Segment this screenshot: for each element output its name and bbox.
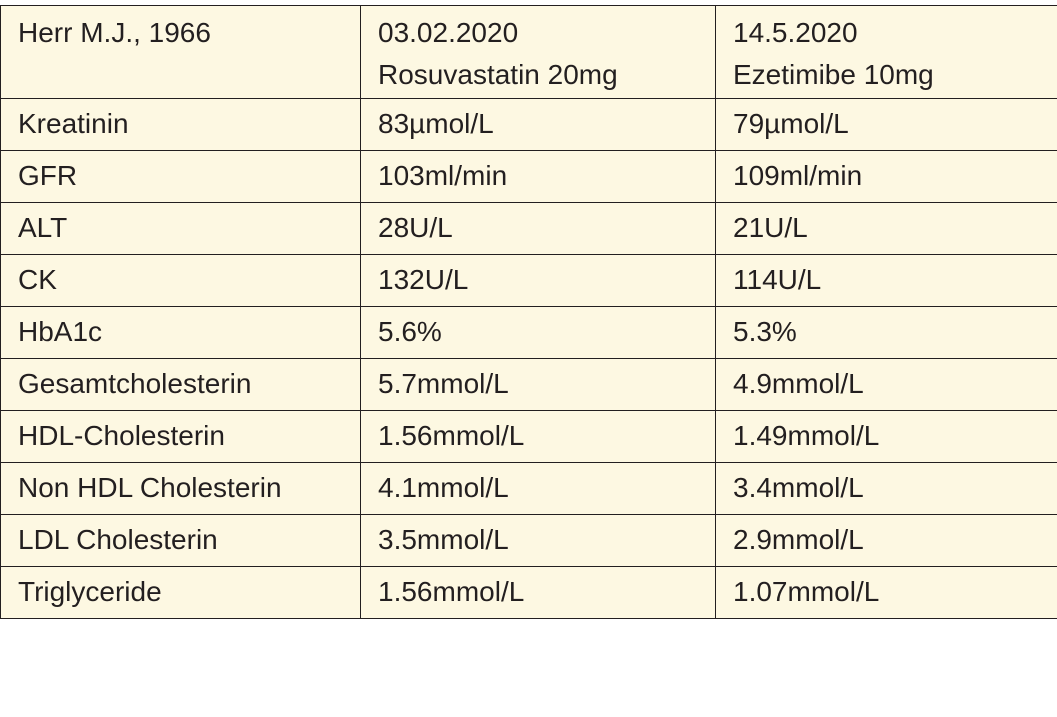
value: 79µmol/L [715, 98, 1057, 151]
date: 03.02.2020 [378, 17, 519, 48]
parameter: HDL-Cholesterin [0, 410, 361, 463]
value: 103ml/min [360, 150, 716, 203]
value: 5.6% [360, 306, 716, 359]
value: 5.7mmol/L [360, 358, 716, 411]
row: GFR 103ml/min 109ml/min [0, 150, 1057, 203]
parameter: Kreatinin [0, 98, 361, 151]
header-cell: 03.02.2020 Rosuvastatin 20mg [360, 5, 716, 99]
parameter: Non HDL Cholesterin [0, 462, 361, 515]
value: 114U/L [715, 254, 1057, 307]
value: 4.1mmol/L [360, 462, 716, 515]
parameter: HbA1c [0, 306, 361, 359]
row: Kreatinin 83µmol/L 79µmol/L [0, 98, 1057, 151]
therapy: Rosuvastatin 20mg [378, 59, 618, 90]
row: HDL-Cholesterin 1.56mmol/L 1.49mmol/L [0, 410, 1057, 463]
value: 83µmol/L [360, 98, 716, 151]
value: 3.4mmol/L [715, 462, 1057, 515]
parameter: ALT [0, 202, 361, 255]
parameter: LDL Cholesterin [0, 514, 361, 567]
row: LDL Cholesterin 3.5mmol/L 2.9mmol/L [0, 514, 1057, 567]
date: 14.5.2020 [733, 17, 858, 48]
value: 132U/L [360, 254, 716, 307]
value: 21U/L [715, 202, 1057, 255]
therapy: Ezetimibe 10mg [733, 59, 934, 90]
header-cell: 14.5.2020 Ezetimibe 10mg [715, 5, 1057, 99]
value: 109ml/min [715, 150, 1057, 203]
value: 1.49mmol/L [715, 410, 1057, 463]
parameter: Gesamtcholesterin [0, 358, 361, 411]
value: 1.56mmol/L [360, 566, 716, 619]
parameter: CK [0, 254, 361, 307]
row: ALT 28U/L 21U/L [0, 202, 1057, 255]
value: 28U/L [360, 202, 716, 255]
parameter: Triglyceride [0, 566, 361, 619]
value: 4.9mmol/L [715, 358, 1057, 411]
row: HbA1c 5.6% 5.3% [0, 306, 1057, 359]
value: 1.07mmol/L [715, 566, 1057, 619]
parameter: GFR [0, 150, 361, 203]
row: Gesamtcholesterin 5.7mmol/L 4.9mmol/L [0, 358, 1057, 411]
row: Non HDL Cholesterin 4.1mmol/L 3.4mmol/L [0, 462, 1057, 515]
value: 1.56mmol/L [360, 410, 716, 463]
header-row: Herr M.J., 1966 03.02.2020 Rosuvastatin 2… [0, 5, 1057, 99]
row: Triglyceride 1.56mmol/L 1.07mmol/L [0, 566, 1057, 619]
value: 2.9mmol/L [715, 514, 1057, 567]
row: CK 132U/L 114U/L [0, 254, 1057, 307]
patient-cell: Herr M.J., 1966 [0, 5, 361, 99]
value: 3.5mmol/L [360, 514, 716, 567]
lab-table: Herr M.J., 1966 03.02.2020 Rosuvastatin 2… [0, 5, 1057, 619]
patient: Herr M.J., 1966 [18, 17, 211, 48]
value: 5.3% [715, 306, 1057, 359]
table-body: Herr M.J., 1966 03.02.2020 Rosuvastatin 2… [0, 5, 1057, 619]
